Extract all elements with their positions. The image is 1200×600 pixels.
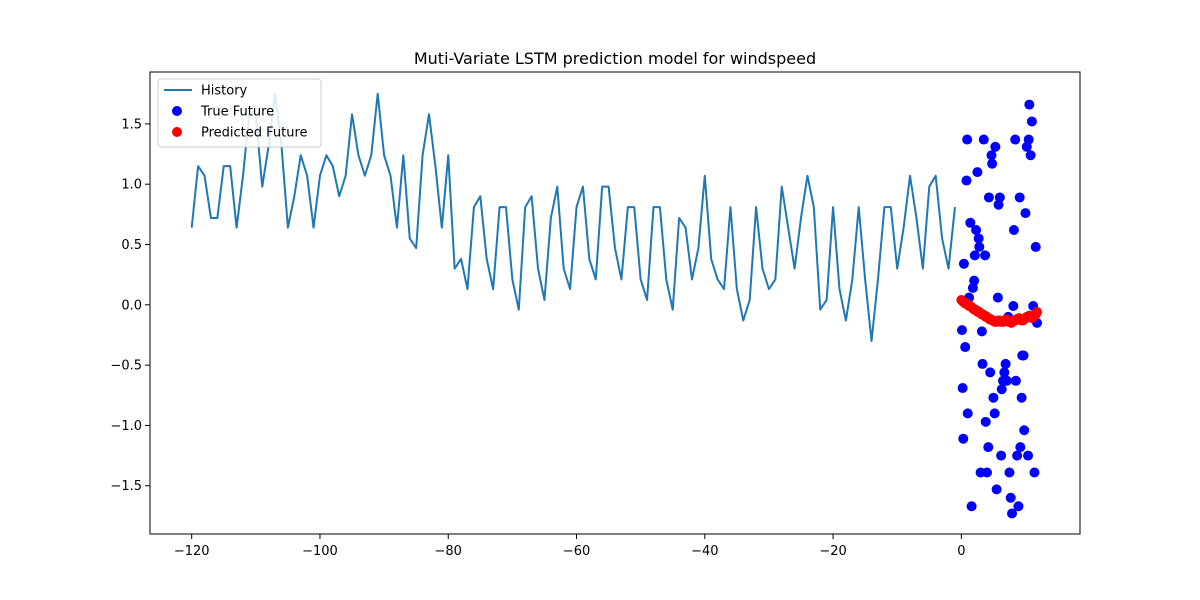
true-future-point — [1010, 134, 1021, 145]
true-future-point — [1025, 150, 1036, 161]
true-future-point — [957, 383, 968, 394]
true-future-point — [960, 342, 971, 353]
true-future-point — [1030, 241, 1041, 252]
y-tick-label: 1.0 — [121, 178, 142, 193]
true-future-point — [1007, 508, 1018, 519]
true-future-point — [994, 192, 1005, 203]
history-line — [190, 92, 956, 342]
true-future-point — [980, 250, 991, 261]
y-tick-label: 1.5 — [121, 117, 142, 132]
true-future-point — [971, 225, 982, 236]
y-tick-label: 0.5 — [121, 238, 142, 253]
true-future-point — [992, 292, 1003, 303]
true-future-point — [966, 501, 977, 512]
true-future-point — [996, 450, 1007, 461]
true-future-point — [1004, 467, 1015, 478]
y-tick-label: −1.0 — [110, 419, 142, 434]
true-future-point — [987, 158, 998, 169]
true-future-point — [974, 241, 985, 252]
true-future-point — [1010, 375, 1021, 386]
true-future-point — [985, 367, 996, 378]
axes: −120 −100 −80 −60 −40 −20 0 −1.5 −1.0 −0.5 0.0 0.5 1… — [110, 71, 1081, 559]
true-future-point — [962, 134, 973, 145]
legend-swatch-predicted-future — [172, 127, 182, 137]
true-future-point — [1014, 192, 1025, 203]
legend-swatch-true-future — [172, 106, 182, 116]
legend-label-true-future: True Future — [200, 105, 274, 120]
x-tick-label: −120 — [174, 544, 210, 559]
y-tick-label: −1.5 — [110, 479, 142, 494]
y-tick-label: −0.5 — [110, 359, 142, 374]
true-future-point — [999, 367, 1010, 378]
true-future-point — [962, 408, 973, 419]
true-future-point — [1024, 99, 1035, 110]
true-future-point — [965, 217, 976, 228]
x-tick-label: −40 — [691, 544, 718, 559]
true-future-point — [1023, 134, 1034, 145]
true-future-point — [1015, 442, 1026, 453]
legend-label-history: History — [201, 84, 248, 99]
true-future-point — [1029, 467, 1040, 478]
true-future-point — [1001, 375, 1012, 386]
true-future-point — [1008, 225, 1019, 236]
true-future-point — [956, 325, 967, 336]
legend-label-predicted-future: Predicted Future — [201, 126, 308, 141]
true-future-point — [973, 233, 984, 244]
true-future-point — [977, 358, 988, 369]
true-future-point — [961, 175, 972, 186]
true-future-point — [1020, 208, 1031, 219]
true-future-point — [996, 384, 1007, 395]
legend: History True Future Predicted Future — [157, 78, 322, 148]
true-future-point — [988, 392, 999, 403]
true-future-point — [1012, 450, 1023, 461]
true-future-point — [1023, 450, 1034, 461]
true-future-point — [983, 442, 994, 453]
true-future-point — [958, 258, 969, 269]
true-future-point — [983, 192, 994, 203]
true-future-point — [978, 134, 989, 145]
true-future-point — [1000, 358, 1011, 369]
chart-title: Muti-Variate LSTM prediction model for w… — [414, 49, 816, 68]
true-future-point — [1005, 492, 1016, 503]
true-future-point — [1018, 350, 1029, 361]
true-future-point — [969, 250, 980, 261]
predicted-future-point — [1032, 307, 1043, 318]
y-tick-label: 0.0 — [121, 298, 142, 313]
true-future-point — [991, 484, 1002, 495]
true-future-point — [1026, 116, 1037, 127]
true-future-point — [990, 141, 1001, 152]
x-tick-label: −80 — [435, 544, 462, 559]
true-future-point — [982, 467, 992, 478]
true-future-point — [989, 408, 1000, 419]
true-future-point — [1019, 425, 1030, 436]
plot-frame — [149, 71, 1081, 535]
true-future-point — [980, 416, 991, 427]
x-tick-label: −20 — [819, 544, 846, 559]
plot-area — [190, 92, 1043, 519]
x-tick-label: 0 — [957, 544, 965, 559]
true-future-point — [958, 433, 969, 444]
legend-box — [157, 78, 322, 148]
true-future-point — [1016, 392, 1027, 403]
true-future-point — [969, 275, 980, 286]
true-future-point — [972, 167, 983, 178]
true-future-point — [1013, 501, 1024, 512]
x-tick-label: −60 — [563, 544, 590, 559]
true-future-point — [976, 326, 987, 337]
true-future-point — [1008, 301, 1019, 312]
true-future-point — [986, 150, 997, 161]
x-tick-label: −100 — [302, 544, 338, 559]
